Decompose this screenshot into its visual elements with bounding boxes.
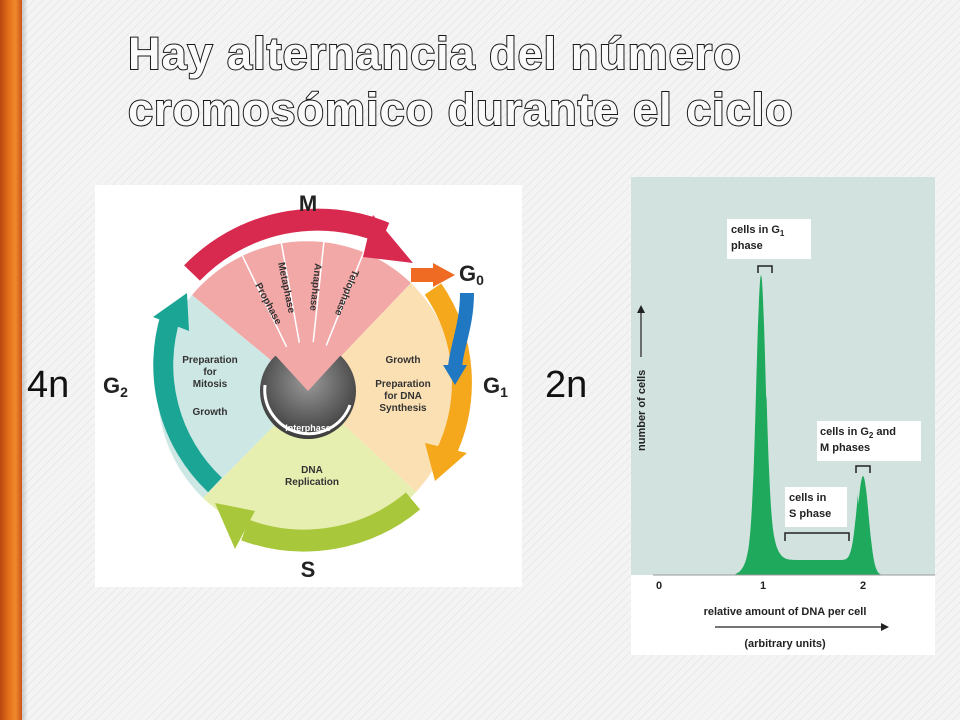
m-notch <box>275 341 341 391</box>
x-axis-label: relative amount of DNA per cell <box>704 606 867 618</box>
s-annotation-line2: S phase <box>789 508 831 520</box>
g1-text-1: Growth <box>386 355 421 366</box>
s-annotation-box <box>785 487 847 527</box>
m-arrow-arc <box>184 208 390 281</box>
g0-letter-main: G <box>459 261 476 286</box>
tick-2: 2 <box>860 580 866 592</box>
histogram-area <box>735 275 889 575</box>
s-sector <box>203 391 416 540</box>
s-arrow-arc <box>241 492 421 552</box>
g1-annotation-line1: cells in G1 <box>731 224 785 238</box>
x-axis-arrowhead <box>881 623 889 631</box>
g2-text-2: for <box>203 367 216 378</box>
dna-histogram: number of cells 0 1 2 relative amount of… <box>631 177 935 655</box>
x-axis-units: (arbitrary units) <box>744 638 826 650</box>
g0-return-arrow <box>448 292 474 368</box>
s-text-1: DNA <box>301 465 323 476</box>
s-arrowhead <box>215 503 255 549</box>
g2-text-4: Growth <box>193 407 228 418</box>
g2-annotation-and: and <box>873 426 896 438</box>
g2-arrow-arc <box>153 311 222 493</box>
cell-cycle-diagram: Interphase Prophase Metaphase Anaphase T… <box>95 185 522 587</box>
ploidy-4n-label: 4n <box>27 364 70 406</box>
m-phase-sector <box>192 241 411 391</box>
y-axis-label: number of cells <box>636 370 648 451</box>
g1-annotation-main: cells in G <box>731 224 780 236</box>
g0-arrowhead <box>433 263 455 287</box>
g1-annotation-box <box>727 219 811 259</box>
g0-letter-sub: 0 <box>476 272 484 288</box>
g1-text-3: for DNA <box>384 391 422 402</box>
g2-bracket <box>855 465 871 473</box>
g2-annotation-line1: cells in G2 and <box>820 426 896 440</box>
y-axis-arrowhead <box>637 305 645 313</box>
title-line-2: cromosómico durante el ciclo <box>127 83 794 136</box>
g2-letter-sub: 2 <box>120 384 128 400</box>
g2-letter: G2 <box>103 373 128 400</box>
histogram-svg: number of cells 0 1 2 relative amount of… <box>631 177 935 655</box>
ploidy-2n-label: 2n <box>545 364 588 406</box>
g1-letter: G1 <box>483 373 508 400</box>
m-letter: M <box>299 191 317 216</box>
g1-bracket <box>757 265 773 273</box>
sidebar-shadow <box>22 0 28 720</box>
s-text-2: Replication <box>285 477 339 488</box>
g2-annotation-main: cells in G <box>820 426 869 438</box>
g1-annotation-line2: phase <box>731 240 763 252</box>
g0-return-arrowhead <box>443 365 467 385</box>
cell-cycle-svg: Interphase Prophase Metaphase Anaphase T… <box>103 191 508 582</box>
interphase-label: Interphase <box>285 423 331 433</box>
g2-annotation-sub: 2 <box>869 431 874 440</box>
tick-0: 0 <box>656 580 662 592</box>
g1-text-4: Synthesis <box>379 403 427 414</box>
g2-annotation-line2: M phases <box>820 442 870 454</box>
g1-arrowhead <box>425 443 467 481</box>
g1-text-2: Preparation <box>375 379 431 390</box>
orange-sidebar-bar <box>0 0 22 720</box>
g0-letter: G0 <box>459 261 484 288</box>
anaphase-label: Anaphase <box>307 263 323 312</box>
g2-text-1: Preparation <box>182 355 238 366</box>
m-arrowhead <box>363 215 413 263</box>
g2-text-3: Mitosis <box>193 379 228 390</box>
s-annotation-line1: cells in <box>789 492 827 504</box>
title-line-1: Hay alternancia del número <box>127 27 742 80</box>
g2-letter-main: G <box>103 373 120 398</box>
g1-annotation-sub: 1 <box>780 229 785 238</box>
label-area <box>631 575 935 655</box>
tick-1: 1 <box>760 580 766 592</box>
g1-letter-main: G <box>483 373 500 398</box>
g2-annotation-box <box>817 421 921 461</box>
g1-sector <box>308 283 456 492</box>
g2-arrowhead <box>153 293 189 331</box>
g1-letter-sub: 1 <box>500 384 508 400</box>
interphase-arrow <box>263 384 352 436</box>
slide-title: Hay alternancia del número cromosómico d… <box>127 26 794 138</box>
s-bracket <box>784 532 850 541</box>
s-letter: S <box>301 557 316 582</box>
